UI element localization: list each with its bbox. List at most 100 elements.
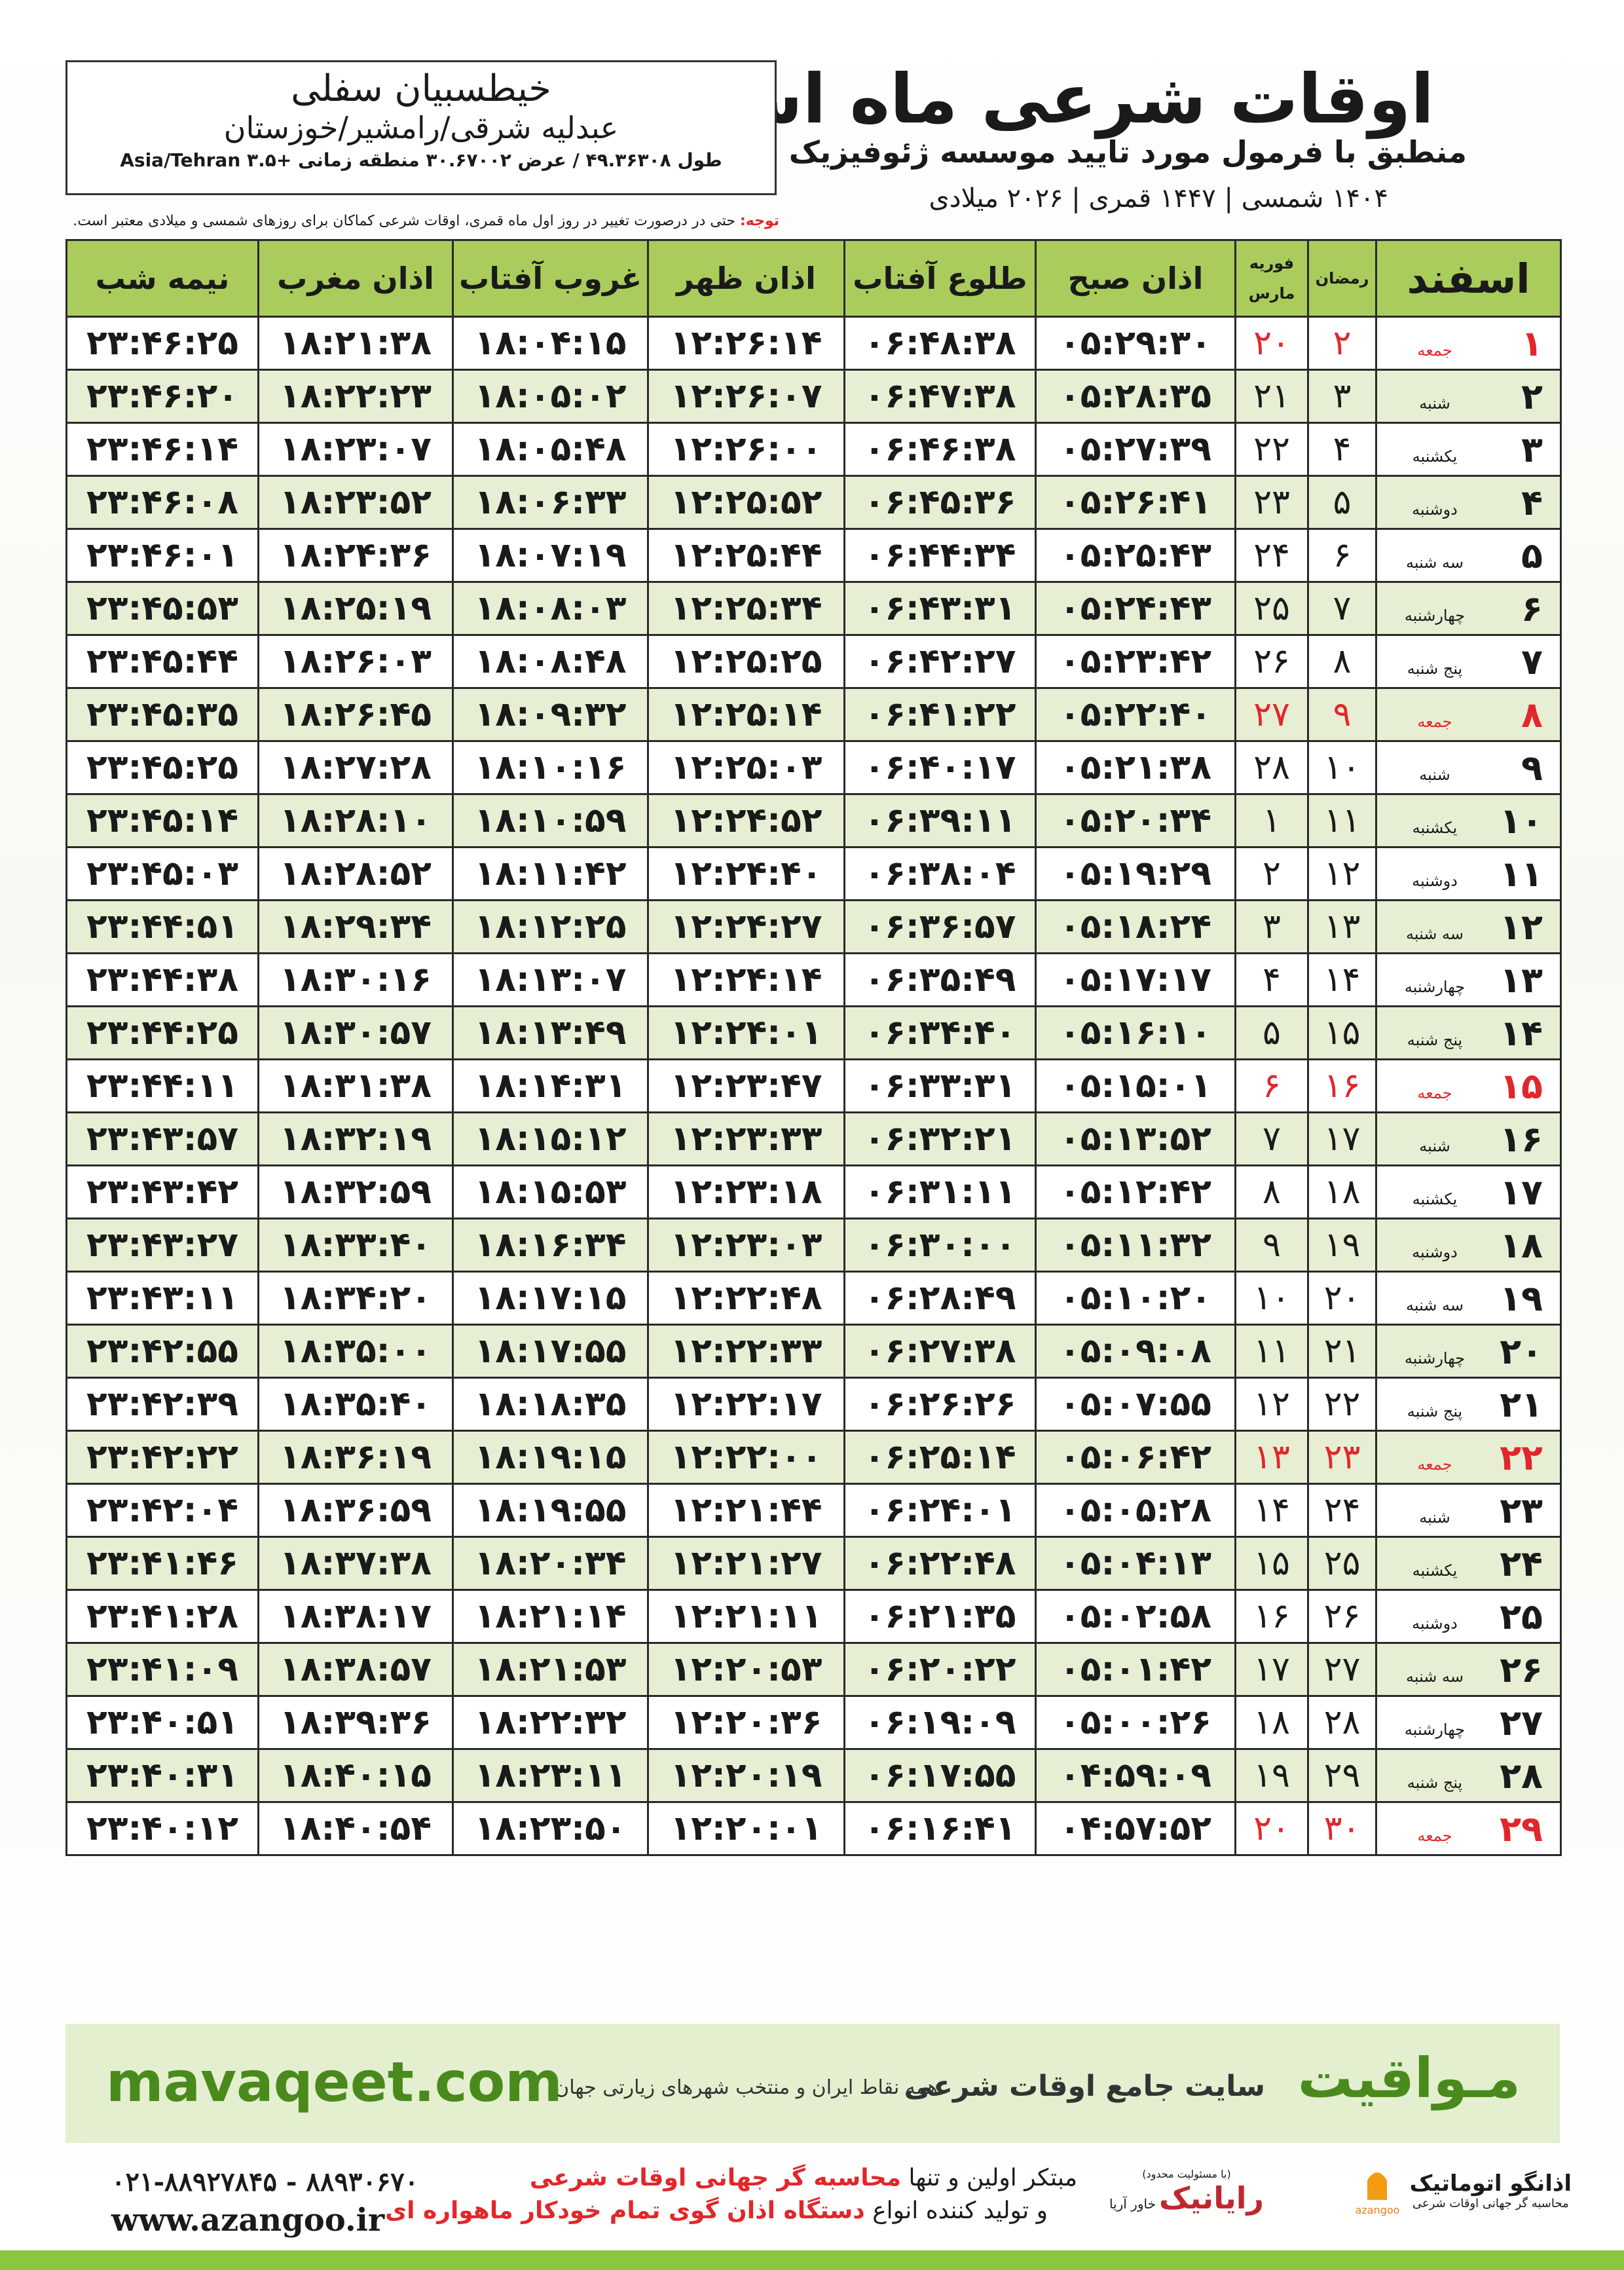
time-cell: ۲۳:۴۵:۳۵ (65, 687, 259, 742)
ramadan-day: ۱۴ (1307, 952, 1377, 1007)
day-number: ۲۱ (1500, 1383, 1543, 1425)
time-cell: ۰۵:۱۶:۱۰ (1035, 1005, 1236, 1060)
gregorian-day: ۷ (1234, 1111, 1309, 1166)
time-cell: ۰۶:۳۸:۰۴ (843, 846, 1037, 901)
time-cell: ۱۲:۲۰:۵۳ (647, 1642, 845, 1697)
time-cell: ۱۸:۰۷:۱۹ (452, 528, 649, 583)
day-cell: ۱۹ سه شنبه (1375, 1271, 1562, 1326)
day-number: ۲ (1521, 375, 1543, 417)
day-number: ۱۴ (1500, 1012, 1543, 1054)
table-row: ۱۹سه شنبه ۲۰ ۱۰ ۰۵:۱۰:۲۰ ۰۶:۲۸:۴۹ ۱۲:۲۲:۴۸ ۱۸:… (65, 1271, 1562, 1326)
dates: ۱۴۰۴ شمسی | ۱۴۴۷ قمری | ۲۰۲۶ میلادی (929, 183, 1388, 214)
time-cell: ۱۸:۲۰:۳۴ (452, 1536, 649, 1591)
time-cell: ۱۲:۲۲:۴۸ (647, 1271, 845, 1326)
footer-text: و تولید کننده انواع (872, 2197, 1048, 2224)
gregorian-day: ۱۵ (1234, 1536, 1309, 1591)
time-cell: ۰۵:۱۵:۰۱ (1035, 1058, 1236, 1113)
table-row: ۱۴پنج شنبه ۱۵ ۵ ۰۵:۱۶:۱۰ ۰۶:۳۴:۴۰ ۱۲:۲۴:۰۱ ۱۸:… (65, 1005, 1562, 1060)
day-cell: ۲۸ پنج شنبه (1375, 1748, 1562, 1803)
day-cell: ۱۰ یکشنبه (1375, 793, 1562, 848)
time-cell: ۱۲:۲۶:۰۰ (647, 422, 845, 477)
time-cell: ۱۲:۲۵:۵۲ (647, 475, 845, 530)
footer-text: مبتکر اولین و تنها (908, 2165, 1077, 2191)
time-cell: ۱۸:۱۰:۱۶ (452, 740, 649, 795)
time-cell: ۲۳:۴۴:۲۵ (65, 1005, 259, 1060)
weekday: یکشنبه (1412, 818, 1458, 837)
day-cell: ۲۳ شنبه (1375, 1483, 1562, 1538)
time-cell: ۰۵:۰۶:۴۲ (1035, 1430, 1236, 1485)
time-cell: ۰۵:۲۸:۳۵ (1035, 369, 1236, 424)
time-cell: ۱۸:۱۵:۱۲ (452, 1111, 649, 1166)
time-cell: ۱۲:۲۱:۴۴ (647, 1483, 845, 1538)
weekday: شنبه (1419, 394, 1450, 413)
location-region: عبدلیه شرقی/رامشیر/خوزستان (223, 110, 619, 145)
day-number: ۲۹ (1500, 1808, 1543, 1850)
time-cell: ۰۶:۴۷:۳۸ (843, 369, 1037, 424)
time-cell: ۱۸:۰۸:۰۳ (452, 581, 649, 636)
website[interactable]: www.azangoo.ir (111, 2202, 385, 2239)
header-cell: اذان صبح (1035, 239, 1236, 318)
time-cell: ۱۲:۲۵:۱۴ (647, 687, 845, 742)
ramadan-day: ۱۷ (1307, 1111, 1377, 1166)
time-cell: ۰۶:۳۳:۳۱ (843, 1058, 1037, 1113)
time-cell: ۰۶:۳۱:۱۱ (843, 1164, 1037, 1219)
banner: مـواقیت سایت جامع اوقات شرعی همه نقاط ای… (65, 2024, 1560, 2143)
ramadan-day: ۲۴ (1307, 1483, 1377, 1538)
time-cell: ۱۲:۲۴:۴۰ (647, 846, 845, 901)
time-cell: ۲۳:۴۵:۴۴ (65, 634, 259, 689)
time-cell: ۲۳:۴۵:۲۵ (65, 740, 259, 795)
footer-highlight: محاسبه گر جهانی اوقات شرعی (529, 2165, 901, 2191)
day-cell: ۲۲ جمعه (1375, 1430, 1562, 1485)
time-cell: ۰۵:۰۴:۱۳ (1035, 1536, 1236, 1591)
time-cell: ۱۸:۳۳:۴۰ (257, 1218, 454, 1273)
day-cell: ۲۶ سه شنبه (1375, 1642, 1562, 1697)
time-cell: ۰۶:۳۶:۵۷ (843, 899, 1037, 954)
time-cell: ۱۸:۳۷:۳۸ (257, 1536, 454, 1591)
brand: مـواقیت (1297, 2046, 1521, 2110)
time-cell: ۱۸:۲۲:۲۳ (257, 369, 454, 424)
day-number: ۲۵ (1500, 1595, 1543, 1637)
logo-sub: خاور آریا (1109, 2196, 1156, 2212)
time-cell: ۱۸:۱۸:۳۵ (452, 1377, 649, 1432)
time-cell: ۲۳:۴۳:۱۱ (65, 1271, 259, 1326)
gregorian-day: ۲۸ (1234, 740, 1309, 795)
time-cell: ۰۵:۱۹:۲۹ (1035, 846, 1236, 901)
logo-note: (با مسئولیت محدود) (1142, 2168, 1231, 2180)
gregorian-day: ۳ (1234, 899, 1309, 954)
day-number: ۱۵ (1500, 1065, 1543, 1107)
table-row: ۸ جمعه ۹ ۲۷ ۰۵:۲۲:۴۰ ۰۶:۴۱:۲۲ ۱۲:۲۵:۱۴ ۱۸:۰۹:۳۲… (65, 687, 1562, 742)
gregorian-day: ۲۶ (1234, 634, 1309, 689)
weekday: شنبه (1419, 1136, 1450, 1155)
header-cell: غروب آفتاب (452, 239, 649, 318)
day-number: ۵ (1521, 534, 1543, 576)
url[interactable]: mavaqeet.com (106, 2050, 563, 2114)
time-cell: ۱۸:۱۷:۱۵ (452, 1271, 649, 1326)
bottom-bar (0, 2250, 1624, 2270)
logo-rayanik: (با مسئولیت محدود) رایانیک خاور آریا (1109, 2168, 1264, 2216)
ramadan-day: ۲۰ (1307, 1271, 1377, 1326)
weekday: پنج شنبه (1407, 659, 1463, 678)
weekday: دوشنبه (1412, 1242, 1458, 1261)
time-cell: ۰۵:۱۱:۳۲ (1035, 1218, 1236, 1273)
time-cell: ۰۶:۲۱:۳۵ (843, 1589, 1037, 1644)
time-cell: ۱۸:۲۲:۳۲ (452, 1695, 649, 1750)
weekday: پنج شنبه (1407, 1773, 1463, 1792)
day-cell: ۶ چهارشنبه (1375, 581, 1562, 636)
time-cell: ۱۲:۲۵:۲۵ (647, 634, 845, 689)
day-cell: ۱۲ سه شنبه (1375, 899, 1562, 954)
time-cell: ۰۶:۴۴:۳۴ (843, 528, 1037, 583)
day-cell: ۱۳ چهارشنبه (1375, 952, 1562, 1007)
header-cell: فوریه مارس (1234, 239, 1309, 318)
time-cell: ۰۶:۴۲:۲۷ (843, 634, 1037, 689)
logo-en: azangoo (1355, 2204, 1400, 2216)
time-cell: ۱۸:۱۶:۳۴ (452, 1218, 649, 1273)
time-cell: ۱۲:۲۵:۰۳ (647, 740, 845, 795)
weekday: پنج شنبه (1407, 1402, 1463, 1421)
day-cell: ۱ جمعه (1375, 316, 1562, 371)
gregorian-day: ۱۳ (1234, 1430, 1309, 1485)
time-cell: ۱۸:۱۳:۰۷ (452, 952, 649, 1007)
footer-line: مبتکر اولین و تنها محاسبه گر جهانی اوقات… (530, 2165, 1077, 2191)
gregorian-day: ۱۱ (1234, 1324, 1309, 1379)
day-cell: ۱۵ جمعه (1375, 1058, 1562, 1113)
